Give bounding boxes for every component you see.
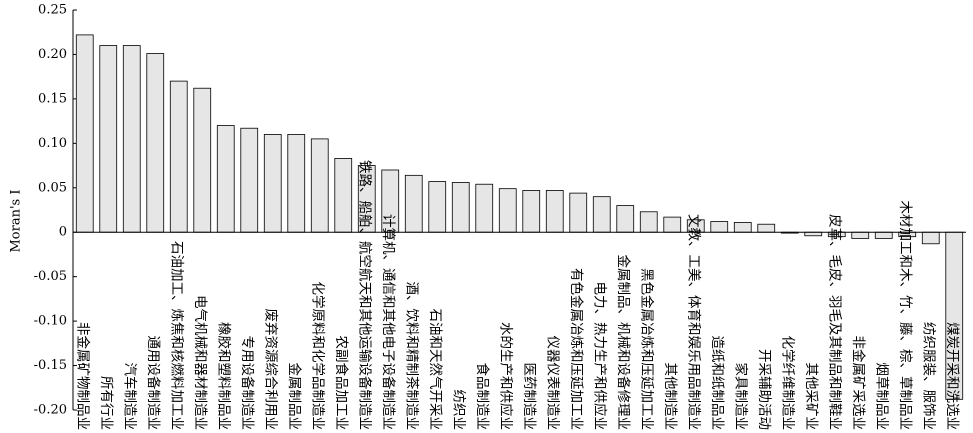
x-tick-label: 纺织业 bbox=[450, 390, 466, 431]
x-tick-label: 铁路、船舶、航空航天和其他运输设备制造业 bbox=[356, 160, 373, 430]
bar bbox=[334, 158, 353, 233]
x-tick-label: 专用设备制造业 bbox=[239, 336, 256, 431]
x-tick-label: 烟草制品业 bbox=[873, 363, 889, 431]
bar bbox=[475, 183, 494, 233]
x-tick-label: 其他采矿业 bbox=[803, 363, 819, 431]
bar bbox=[710, 221, 729, 233]
bar bbox=[428, 181, 447, 233]
x-tick-label: 石油加工、炼焦和核燃料加工业 bbox=[168, 241, 185, 430]
bar bbox=[592, 196, 611, 233]
bar bbox=[522, 190, 541, 233]
bar bbox=[733, 222, 752, 233]
x-tick-label: 电气机械和器材制造业 bbox=[192, 295, 208, 430]
x-tick-label: 开采辅助活动 bbox=[756, 349, 772, 430]
bar bbox=[99, 45, 118, 233]
x-tick-label: 造纸和纸制品业 bbox=[709, 336, 725, 431]
bar bbox=[240, 127, 259, 233]
bar bbox=[851, 231, 870, 239]
bar bbox=[451, 182, 470, 233]
x-tick-label: 有色金属冶炼和压延加工业 bbox=[568, 268, 585, 430]
bar bbox=[639, 211, 658, 233]
bar bbox=[616, 205, 635, 233]
bar bbox=[169, 80, 188, 233]
y-tick-label: 0.05 bbox=[38, 180, 67, 195]
x-tick-label: 木材加工和木、竹、藤、棕、草制品业 bbox=[897, 201, 913, 431]
x-tick-label: 通用设备制造业 bbox=[145, 336, 162, 431]
x-tick-label: 电力、热力生产和供应业 bbox=[591, 282, 608, 431]
y-tick-label: 0.15 bbox=[38, 91, 67, 106]
y-tick-label: 0.25 bbox=[38, 3, 67, 18]
bar bbox=[404, 174, 423, 233]
x-tick-label: 废弃资源综合利用业 bbox=[262, 309, 278, 431]
y-tick-label: -0.15 bbox=[34, 358, 67, 373]
x-tick-label: 橡胶和塑料制品业 bbox=[215, 322, 232, 430]
bar bbox=[75, 34, 94, 233]
x-tick-label: 仪器仪表制造业 bbox=[544, 336, 560, 431]
bar bbox=[146, 53, 165, 233]
bar bbox=[287, 134, 306, 233]
x-tick-label: 计算机、通信和其他电子设备制造业 bbox=[380, 214, 397, 430]
bar bbox=[569, 192, 588, 233]
x-tick-label: 其他制造业 bbox=[662, 363, 678, 431]
x-tick-label: 皮革、毛皮、羽毛及其制品和制鞋业 bbox=[826, 214, 842, 430]
x-tick-label: 非金属矿采选业 bbox=[850, 336, 866, 431]
y-tick-label: -0.10 bbox=[34, 314, 67, 329]
y-tick-label: 0.20 bbox=[38, 47, 67, 62]
x-tick-label: 黑色金属冶炼和压延加工业 bbox=[638, 268, 655, 430]
x-tick-label: 非金属矿物制品业 bbox=[74, 322, 90, 430]
x-tick-label: 家具制造业 bbox=[732, 363, 749, 431]
x-tick-label: 水的生产和供应业 bbox=[497, 322, 514, 430]
bar bbox=[216, 125, 235, 233]
y-axis-label: Moran's I bbox=[9, 190, 24, 253]
bar bbox=[804, 231, 823, 237]
x-tick-label: 金属制品、机械和设备修理业 bbox=[615, 255, 632, 431]
x-tick-label: 汽车制造业 bbox=[121, 363, 138, 431]
bar bbox=[310, 138, 329, 233]
x-tick-label: 医药制造业 bbox=[521, 363, 537, 431]
bar bbox=[874, 231, 893, 239]
x-tick-label: 所有行业 bbox=[98, 376, 114, 430]
x-tick-label: 纺织服装、服饰业 bbox=[920, 322, 936, 430]
bar bbox=[757, 223, 776, 233]
y-tick-label: 0 bbox=[59, 225, 67, 240]
y-tick-label: -0.05 bbox=[34, 269, 67, 284]
x-tick-label: 化学原料和化学品制造业 bbox=[309, 282, 325, 431]
x-tick-label: 农副食品加工业 bbox=[333, 336, 350, 431]
bar bbox=[122, 45, 141, 233]
x-tick-label: 酒、饮料和精制茶制造业 bbox=[403, 282, 419, 431]
bar bbox=[545, 190, 564, 233]
x-tick-label: 化学纤维制造业 bbox=[779, 336, 795, 431]
y-tick-label: 0.10 bbox=[38, 136, 67, 151]
x-tick-label: 食品制造业 bbox=[474, 363, 491, 431]
x-tick-label: 金属制品业 bbox=[286, 363, 302, 431]
y-tick-label: -0.20 bbox=[34, 403, 67, 418]
x-tick-label: 文教、工美、体育和娱乐用品制造业 bbox=[685, 214, 701, 430]
bar bbox=[921, 231, 940, 245]
bar bbox=[193, 87, 212, 233]
x-tick-label: 煤炭开采和洗选业 bbox=[944, 322, 960, 430]
x-tick-label: 石油和天然气开采业 bbox=[427, 309, 444, 431]
bar bbox=[498, 188, 517, 233]
bar bbox=[663, 216, 682, 233]
bar bbox=[263, 134, 282, 233]
